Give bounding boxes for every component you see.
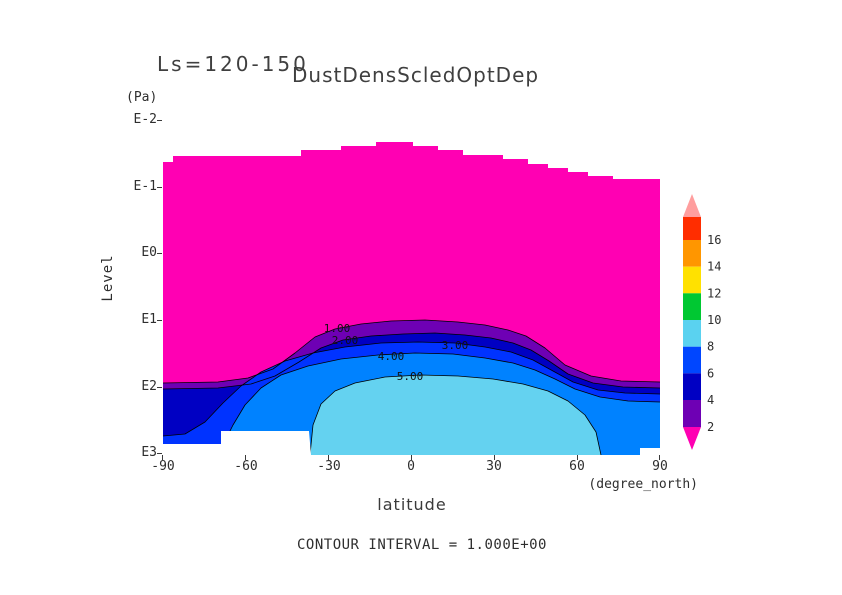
y-tick-e1: E1 xyxy=(141,312,157,327)
y-tick-e0: E0 xyxy=(141,245,157,260)
contour-label-4: 4.00 xyxy=(378,350,405,363)
contour-line-2 xyxy=(163,332,660,390)
terrain-mask-left xyxy=(163,431,311,455)
contour-label-5: 5.00 xyxy=(397,370,424,383)
x-tickmark xyxy=(411,455,412,460)
colorbar: 16 14 12 10 8 6 4 2 xyxy=(683,194,721,450)
colorbar-segment-8-10 xyxy=(683,320,701,347)
y-tickmark xyxy=(157,187,162,188)
x-tickmark xyxy=(577,455,578,460)
contour-label-1: 1.00 xyxy=(324,322,351,335)
contour-line-1 xyxy=(163,319,660,384)
x-tickmark xyxy=(328,455,329,460)
annotation-ls-range: Ls=120-150 xyxy=(157,52,309,76)
y-tick-em2: E-2 xyxy=(133,112,157,127)
colorbar-label-16: 16 xyxy=(707,233,721,247)
colorbar-segment-10-12 xyxy=(683,293,701,320)
y-axis-unit: (Pa) xyxy=(126,90,158,105)
terrain-mask-right xyxy=(640,448,660,455)
contour-line-5 xyxy=(309,374,602,455)
x-tickmark xyxy=(245,455,246,460)
x-tickmark xyxy=(659,455,660,460)
x-tickmark xyxy=(162,455,163,460)
colorbar-label-10: 10 xyxy=(707,313,721,327)
colorbar-label-14: 14 xyxy=(707,260,721,274)
x-tick-0: 0 xyxy=(407,459,415,474)
colorbar-labels: 16 14 12 10 8 6 4 2 xyxy=(707,233,721,434)
x-tick-30: 30 xyxy=(486,459,502,474)
colorbar-top-arrow xyxy=(683,194,701,217)
y-tickmark xyxy=(157,320,162,321)
colorbar-label-2: 2 xyxy=(707,420,714,434)
y-tick-em1: E-1 xyxy=(133,179,157,194)
y-tickmark xyxy=(157,120,162,121)
contour-plot-canvas: 1.00 2.00 3.00 4.00 5.00 xyxy=(163,142,660,455)
colorbar-segment-6-8 xyxy=(683,346,701,374)
contour-line-3 xyxy=(163,341,660,437)
y-tick-e3: E3 xyxy=(141,445,157,460)
contour-label-2: 2.00 xyxy=(332,334,359,347)
contour-labels: 1.00 2.00 3.00 4.00 5.00 xyxy=(324,322,469,383)
x-tickmark xyxy=(494,455,495,460)
contour-label-3: 3.00 xyxy=(442,339,469,352)
contour-interval-note: CONTOUR INTERVAL = 1.000E+00 xyxy=(296,537,547,553)
x-axis-unit: (degree_north) xyxy=(588,477,698,492)
colorbar-bottom-arrow xyxy=(683,427,701,450)
y-axis-label: Level xyxy=(100,254,116,302)
x-tick-m90: -90 xyxy=(151,459,175,474)
y-tickmark xyxy=(157,253,162,254)
colorbar-segment-4-6 xyxy=(683,373,701,400)
x-tick-60: 60 xyxy=(569,459,585,474)
contour-lines xyxy=(163,319,660,455)
y-tick-e2: E2 xyxy=(141,379,157,394)
x-axis-label: latitude xyxy=(377,495,447,514)
colorbar-label-12: 12 xyxy=(707,286,721,300)
colorbar-label-4: 4 xyxy=(707,393,714,407)
x-tick-m30: -30 xyxy=(317,459,341,474)
x-tick-m60: -60 xyxy=(234,459,258,474)
contour-line-4 xyxy=(222,352,660,446)
colorbar-segment-2-4 xyxy=(683,400,701,427)
y-tickmark xyxy=(157,387,162,388)
colorbar-segment-14-16 xyxy=(683,240,701,267)
x-tick-90: 90 xyxy=(652,459,668,474)
colorbar-label-6: 6 xyxy=(707,366,714,380)
colorbar-label-8: 8 xyxy=(707,340,714,354)
y-tickmark xyxy=(157,453,162,454)
band-above-5 xyxy=(310,375,601,455)
colorbar-segment-12-14 xyxy=(683,266,701,294)
plot-title: DustDensScledOptDep xyxy=(292,63,540,87)
colorbar-segment-16plus xyxy=(683,217,701,240)
